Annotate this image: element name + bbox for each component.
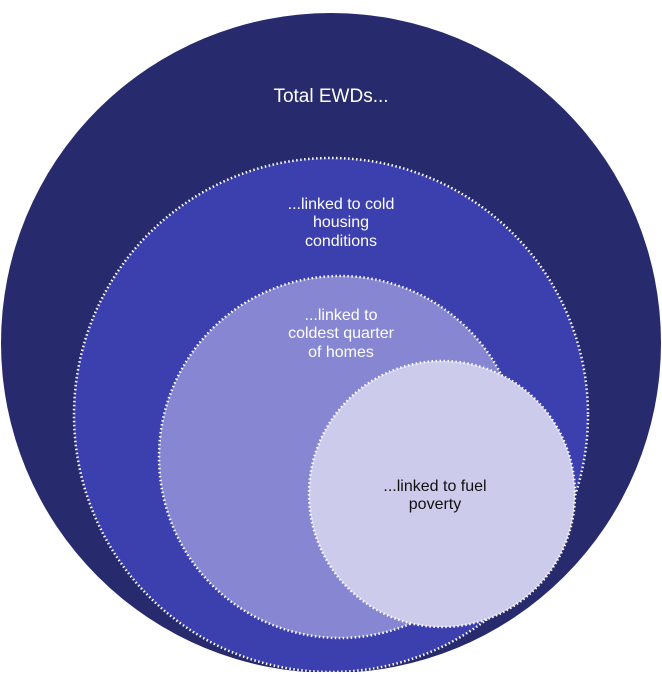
fuel-poverty-circle bbox=[307, 359, 577, 629]
cold-housing-label: ...linked to cold housing conditions bbox=[287, 196, 395, 250]
total-ewds-label: Total EWDs... bbox=[273, 86, 389, 107]
coldest-quarter-label: ...linked to coldest quarter of homes bbox=[288, 307, 394, 361]
fuel-poverty-label: ...linked to fuel poverty bbox=[383, 478, 487, 514]
